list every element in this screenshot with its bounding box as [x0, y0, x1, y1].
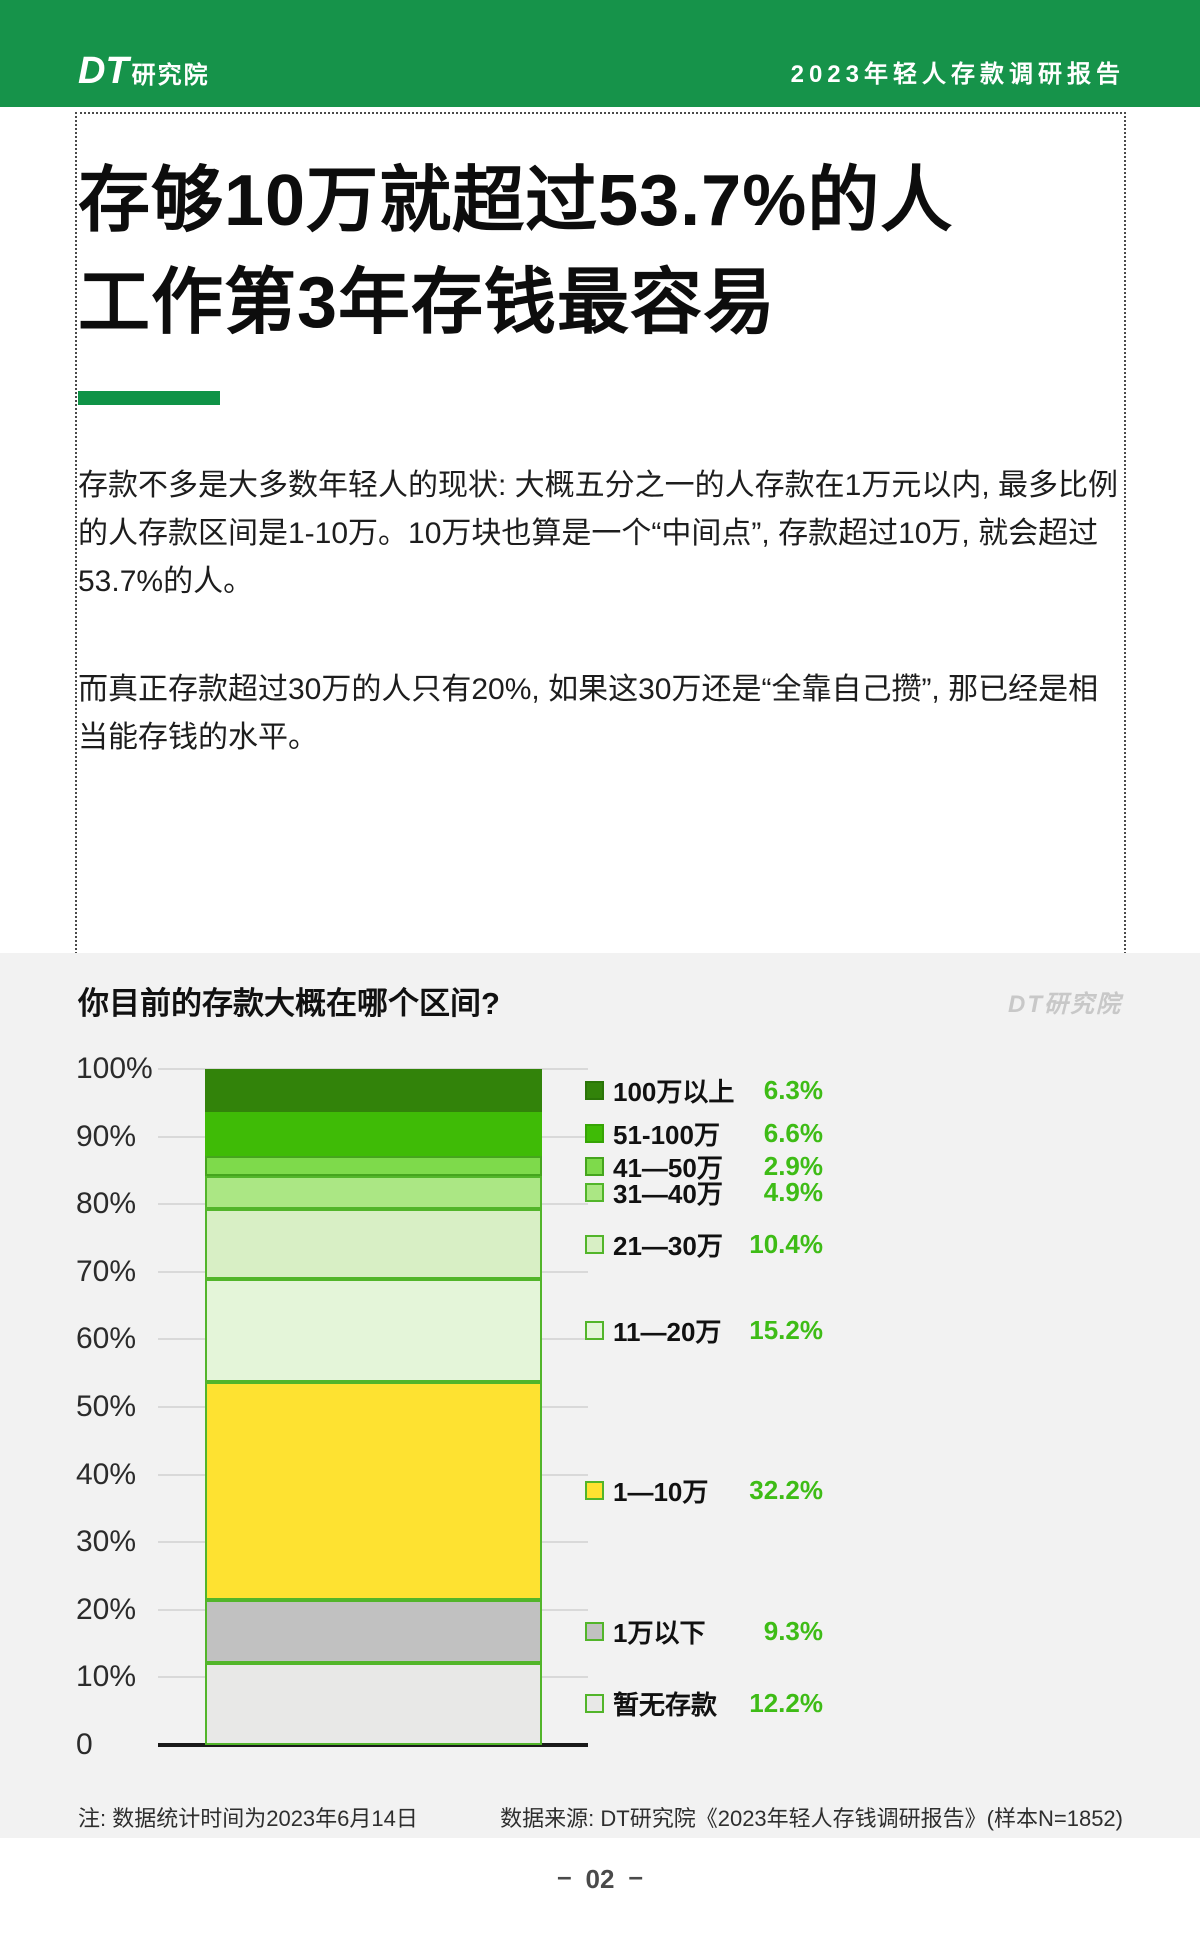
- chart-panel: [0, 953, 1200, 1838]
- legend-label: 暂无存款: [613, 1690, 718, 1721]
- bar-segment: [205, 1599, 542, 1663]
- dt-logo: DT 研究院: [78, 50, 210, 93]
- y-axis-label: 20%: [76, 1592, 137, 1626]
- page-number-dash-left: –: [557, 1861, 572, 1891]
- title-underline: [78, 391, 220, 405]
- article-title-line2: 工作第3年存钱最容易: [78, 263, 777, 343]
- legend-row: 41—50万 2.9%: [585, 1149, 823, 1183]
- legend-row: 100万以上 6.3%: [585, 1073, 823, 1107]
- legend-label: 1万以下: [613, 1617, 706, 1648]
- bar-segment: [205, 1662, 542, 1745]
- chart-question: 你目前的存款大概在哪个区间?: [78, 986, 500, 1021]
- legend-marker: [585, 1621, 604, 1641]
- bar-segment: [205, 1381, 542, 1600]
- legend-marker: [585, 1694, 604, 1714]
- legend-row: 11—20万 15.2%: [585, 1314, 823, 1348]
- legend-value: 6.3%: [763, 1074, 823, 1105]
- header-report-title: 2023年轻人存款调研报告: [790, 61, 1125, 88]
- legend-marker: [585, 1124, 604, 1144]
- chart-watermark: DT研究院: [1008, 991, 1122, 1018]
- y-axis-label: 60%: [76, 1322, 137, 1356]
- article-title-line1: 存够10万就超过53.7%的人: [78, 161, 954, 241]
- y-axis-label: 0: [76, 1728, 93, 1761]
- paragraph-1: 存款不多是大多数年轻人的现状: 大概五分之一的人存款在1万元以内, 最多比例的人…: [78, 469, 1119, 598]
- legend-label: 51-100万: [613, 1120, 720, 1151]
- legend-value: 4.9%: [763, 1176, 823, 1207]
- bar-segment: [205, 1111, 542, 1157]
- y-axis-label: 70%: [76, 1254, 137, 1288]
- header-bar: DT 研究院 2023年轻人存款调研报告: [0, 0, 1200, 107]
- legend-value: 2.9%: [763, 1150, 823, 1181]
- legend-marker: [585, 1080, 604, 1100]
- y-axis-label: 50%: [76, 1390, 137, 1423]
- legend-marker: [585, 1481, 604, 1501]
- page-number-value: 02: [585, 1864, 615, 1894]
- legend-label: 31—40万: [613, 1178, 723, 1209]
- page-number: –02–: [0, 1861, 1200, 1895]
- page-number-dash-right: –: [628, 1861, 643, 1891]
- y-axis-label: 30%: [76, 1525, 137, 1559]
- legend-row: 1—10万 32.2%: [585, 1474, 823, 1508]
- legend-value: 9.3%: [763, 1615, 823, 1646]
- legend-row: 21—30万 10.4%: [585, 1227, 823, 1261]
- y-axis-label: 100%: [76, 1052, 153, 1085]
- legend-marker: [585, 1156, 604, 1176]
- legend-row: 暂无存款 12.2%: [585, 1687, 823, 1721]
- bar-segment: [205, 1208, 542, 1280]
- legend-row: 51-100万 6.6%: [585, 1117, 823, 1151]
- y-axis-label: 80%: [76, 1187, 137, 1221]
- legend-marker: [585, 1321, 604, 1341]
- legend-label: 11—20万: [613, 1317, 722, 1348]
- chart-note: 注: 数据统计时间为2023年6月14日: [78, 1806, 418, 1831]
- dt-logo-mark: DT: [78, 50, 129, 92]
- legend-value: 12.2%: [749, 1688, 823, 1719]
- chart-source: 数据来源: DT研究院《2023年轻人存钱调研报告》(样本N=1852): [500, 1806, 1123, 1831]
- legend-label: 21—30万: [613, 1230, 723, 1261]
- y-axis-label: 90%: [76, 1119, 137, 1153]
- paragraph-2: 而真正存款超过30万的人只有20%, 如果这30万还是“全靠自己攒”, 那已经是…: [78, 673, 1099, 754]
- legend-row: 31—40万 4.9%: [585, 1175, 823, 1209]
- bar-segment: [205, 1175, 542, 1209]
- y-axis-label: 10%: [76, 1660, 137, 1694]
- legend-label: 41—50万: [613, 1152, 723, 1183]
- legend-marker: [585, 1234, 604, 1254]
- y-axis-label: 40%: [76, 1457, 137, 1491]
- legend-value: 15.2%: [749, 1315, 823, 1346]
- bar-segment: [205, 1069, 542, 1112]
- bar-segment: [205, 1156, 542, 1176]
- legend-label: 1—10万: [613, 1477, 709, 1508]
- legend-marker: [585, 1182, 604, 1202]
- legend-row: 1万以下 9.3%: [585, 1614, 823, 1648]
- legend-value: 32.2%: [749, 1475, 823, 1506]
- x-axis-line: [158, 1743, 588, 1747]
- legend-value: 10.4%: [749, 1228, 823, 1259]
- legend-label: 100万以上: [613, 1076, 735, 1107]
- bar-segment: [205, 1279, 542, 1382]
- dt-logo-suffix: 研究院: [131, 62, 210, 89]
- legend-value: 6.6%: [763, 1118, 823, 1149]
- article-title: 存够10万就超过53.7%的人 工作第3年存钱最容易: [78, 150, 1078, 354]
